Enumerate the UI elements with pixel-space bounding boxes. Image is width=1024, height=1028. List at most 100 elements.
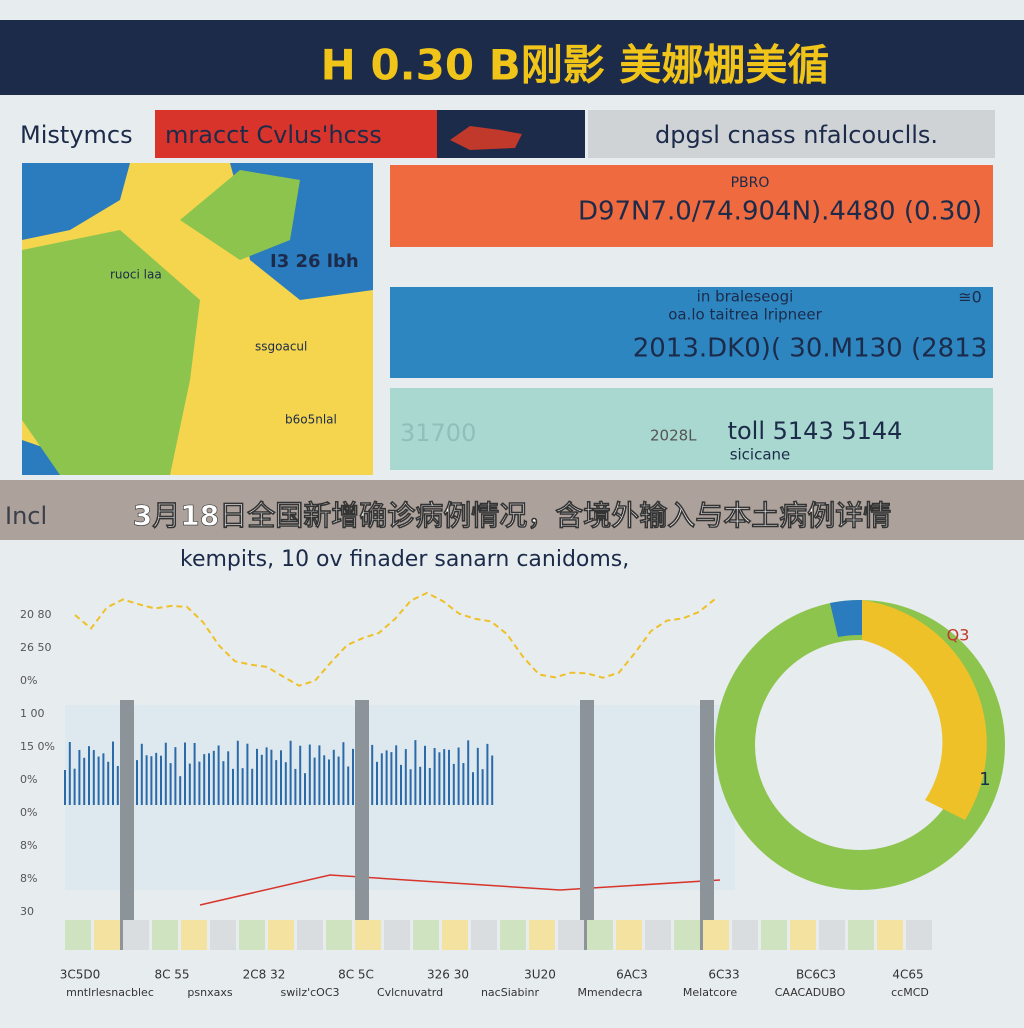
bottom-label: BC6C3 <box>796 968 836 982</box>
panel-text: sicicane <box>730 446 791 464</box>
donut-label: 1 <box>979 769 990 790</box>
column <box>700 700 714 950</box>
chart-title: kempits, 10 ov finader sanarn canidoms, <box>180 547 629 572</box>
panel-text: ≅0 <box>958 288 982 307</box>
bottom-label: 3C5D0 <box>60 968 101 982</box>
panel-value: D97N7.0/74.904N).4480 (0.30) <box>578 197 982 227</box>
bottom-label: 8C 55 <box>154 968 189 982</box>
axis-label: 1 00 <box>20 707 45 720</box>
panel <box>390 287 993 378</box>
strip-cell <box>587 920 613 950</box>
bottom-sublabel: Cvlcnuvatrd <box>377 986 443 999</box>
strip-cell <box>239 920 265 950</box>
tab: mracct Cvlus'hcss <box>165 121 382 149</box>
bottom-label: 8C 5C <box>338 968 374 982</box>
bottom-label: 2C8 32 <box>243 968 286 982</box>
strip-cell <box>877 920 903 950</box>
bottom-label: 326 30 <box>427 968 469 982</box>
axis-label: 20 80 <box>20 608 52 621</box>
column <box>120 700 134 950</box>
panel-text: oa.lo taitrea lripneer <box>668 306 822 324</box>
bottom-sublabel: Mmendecra <box>577 986 642 999</box>
caption-band <box>0 480 1024 540</box>
panel-text: PBRO <box>731 175 770 191</box>
map-label: b6o5nlal <box>285 413 337 427</box>
strip-cell <box>906 920 932 950</box>
strip-cell <box>268 920 294 950</box>
strip-cell <box>558 920 584 950</box>
axis-label: 30 <box>20 905 34 918</box>
strip-cell <box>65 920 91 950</box>
axis-label: 8% <box>20 839 37 852</box>
axis-label: 0% <box>20 773 37 786</box>
map-region <box>22 170 300 475</box>
strip-cell <box>413 920 439 950</box>
strip-cell <box>384 920 410 950</box>
strip-cell <box>848 920 874 950</box>
strip-cell <box>123 920 149 950</box>
strip-cell <box>355 920 381 950</box>
caption: 3月18日全国新增确诊病例情况，含境外输入与本土病例详情 <box>133 499 891 532</box>
axis-label: 15 0% <box>20 740 55 753</box>
donut-segment <box>862 600 987 820</box>
bottom-label: 6AC3 <box>616 968 648 982</box>
donut-label: Q3 <box>947 626 970 645</box>
bottom-sublabel: nacSiabinr <box>481 986 540 999</box>
bottom-sublabel: swilz'cOC3 <box>280 986 339 999</box>
panel-text: 2028L <box>650 427 697 445</box>
bottom-label: 6C33 <box>708 968 739 982</box>
strip-cell <box>471 920 497 950</box>
axis-label: 0% <box>20 806 37 819</box>
trend-line <box>199 874 721 906</box>
bottom-sublabel: Melatcore <box>683 986 737 999</box>
strip-cell <box>529 920 555 950</box>
strip-cell <box>210 920 236 950</box>
strip-cell <box>297 920 323 950</box>
tab-bg <box>588 110 995 158</box>
caption-prefix: Incl <box>5 502 47 530</box>
strip-cell <box>500 920 526 950</box>
axis-label: 8% <box>20 872 37 885</box>
panel-value: 2013.DK0)( 30.M130 (2813 <box>633 334 988 364</box>
strip-cell <box>674 920 700 950</box>
donut-segment <box>830 599 862 637</box>
map-label: I3 26 lbh <box>270 251 359 272</box>
panel-text: in braleseogi <box>697 288 794 306</box>
map-label: ssgoacul <box>255 340 307 354</box>
strip-cell <box>442 920 468 950</box>
strip-cell <box>761 920 787 950</box>
trend-line <box>74 591 716 687</box>
strip-cell <box>94 920 120 950</box>
tab: dpgsl cnass nfalcouclls. <box>655 121 938 149</box>
tab-bg <box>155 110 437 158</box>
axis-label: 26 50 <box>20 641 52 654</box>
strip-cell <box>732 920 758 950</box>
tab: Mistymcs <box>20 121 133 149</box>
bottom-sublabel: psnxaxs <box>187 986 232 999</box>
panel <box>390 388 993 470</box>
map-label: ruoci laa <box>110 268 162 282</box>
bottom-sublabel: ccMCD <box>891 986 929 999</box>
strip-cell <box>819 920 845 950</box>
chart-decoration <box>64 591 932 950</box>
header-bar <box>0 20 1024 95</box>
bottom-label: 4C65 <box>892 968 923 982</box>
panel-value: toll 5143 5144 <box>728 417 903 445</box>
panel <box>390 165 993 247</box>
strip-cell <box>645 920 671 950</box>
bottom-sublabel: CAACADUBO <box>775 986 846 999</box>
axis-label: 0% <box>20 674 37 687</box>
column <box>355 700 369 950</box>
bottom-sublabel: mntlrlesnacblec <box>66 986 154 999</box>
header-title: H 0.30 B刚影 美娜棚美循 <box>321 41 830 90</box>
panel-value: 31700 <box>400 419 476 447</box>
strip-cell <box>790 920 816 950</box>
strip-cell <box>326 920 352 950</box>
strip-cell <box>181 920 207 950</box>
decoration <box>450 126 522 150</box>
strip-cell <box>152 920 178 950</box>
column <box>580 700 594 950</box>
bottom-label: 3U20 <box>524 968 556 982</box>
